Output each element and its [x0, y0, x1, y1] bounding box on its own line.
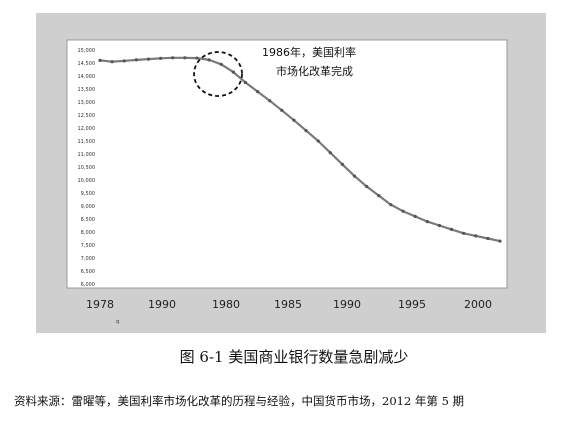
y-tick-label: 8,000	[81, 230, 95, 236]
series-point	[462, 231, 466, 235]
series-point	[122, 59, 126, 63]
series-point	[243, 80, 248, 85]
series-point	[280, 108, 284, 112]
series-point	[486, 236, 490, 241]
y-tick-label: 14,500	[78, 61, 96, 67]
x-tick-label: 1985	[274, 298, 302, 311]
x-tick-label: 1990	[148, 298, 176, 311]
series-point	[401, 209, 405, 213]
series-line	[99, 56, 501, 243]
series-point	[159, 56, 163, 60]
highlight-circle	[193, 51, 243, 97]
series-point	[255, 90, 260, 94]
y-tick-label: 6,500	[81, 269, 95, 275]
series-point	[413, 214, 417, 218]
x-axis-ticks: 1978 1990 1980 1985 1990 1995 2000	[86, 298, 492, 311]
y-tick-label: 7,000	[81, 256, 95, 262]
small-mark: q	[116, 319, 119, 325]
y-axis-ticks: 15,000 14,500 14,000 13,500 13,000 12,500 12,0…	[78, 48, 96, 288]
series-point	[98, 58, 102, 63]
series-point	[207, 58, 211, 62]
series-point	[134, 58, 138, 62]
x-tick-label: 1978	[86, 298, 114, 311]
x-tick-label: 1980	[212, 298, 240, 311]
figure-caption: 图 6-1 美国商业银行数量急剧减少	[179, 348, 409, 366]
y-tick-label: 9,000	[81, 204, 95, 210]
y-tick-label: 11,000	[78, 152, 96, 158]
series-point	[389, 203, 393, 207]
y-tick-label: 13,500	[78, 87, 96, 93]
series-point	[183, 56, 187, 60]
y-tick-label: 15,000	[78, 48, 96, 54]
annotation-line-2: 市场化改革完成	[276, 64, 353, 78]
y-tick-label: 10,000	[78, 178, 96, 184]
plot-area	[66, 39, 508, 289]
series-point	[365, 184, 369, 189]
y-tick-label: 6,000	[81, 282, 95, 288]
series-point	[231, 70, 235, 74]
x-tick-label: 1990	[333, 298, 361, 311]
line-chart: 15,000 14,500 14,000 13,500 13,000 12,500 12,0…	[66, 39, 508, 325]
series-point	[171, 56, 175, 60]
y-tick-label: 7,500	[81, 243, 95, 249]
series-point	[474, 234, 478, 238]
series-point	[304, 129, 308, 133]
series-point	[292, 118, 296, 122]
series-point	[268, 99, 272, 103]
y-tick-label: 12,000	[78, 126, 96, 132]
series-point	[316, 139, 320, 143]
series-point	[110, 60, 114, 64]
y-tick-label: 13,000	[78, 100, 96, 106]
series-point	[377, 194, 381, 198]
series-points	[98, 56, 502, 243]
series-point	[195, 56, 199, 60]
series-point	[352, 174, 357, 178]
x-tick-label: 2000	[464, 298, 492, 311]
series-point	[498, 239, 502, 243]
source-note: 资料来源：雷曜等，美国利率市场化改革的历程与经验，中国货币市场，2012 年第 …	[14, 394, 465, 408]
y-tick-label: 10,500	[78, 165, 96, 171]
y-tick-label: 8,500	[81, 217, 95, 223]
y-tick-label: 11,500	[78, 139, 96, 145]
series-point	[219, 62, 223, 66]
series-point	[146, 57, 151, 61]
series-point	[437, 223, 441, 228]
annotation-line-1: 1986年，美国利率	[262, 45, 356, 59]
y-tick-label: 9,500	[81, 191, 95, 197]
series-point	[340, 162, 345, 166]
series-point	[425, 220, 429, 224]
series-point	[449, 227, 454, 231]
x-tick-label: 1995	[398, 298, 426, 311]
series-point	[328, 151, 332, 155]
y-tick-label: 14,000	[78, 74, 96, 80]
y-tick-label: 12,500	[78, 113, 96, 119]
